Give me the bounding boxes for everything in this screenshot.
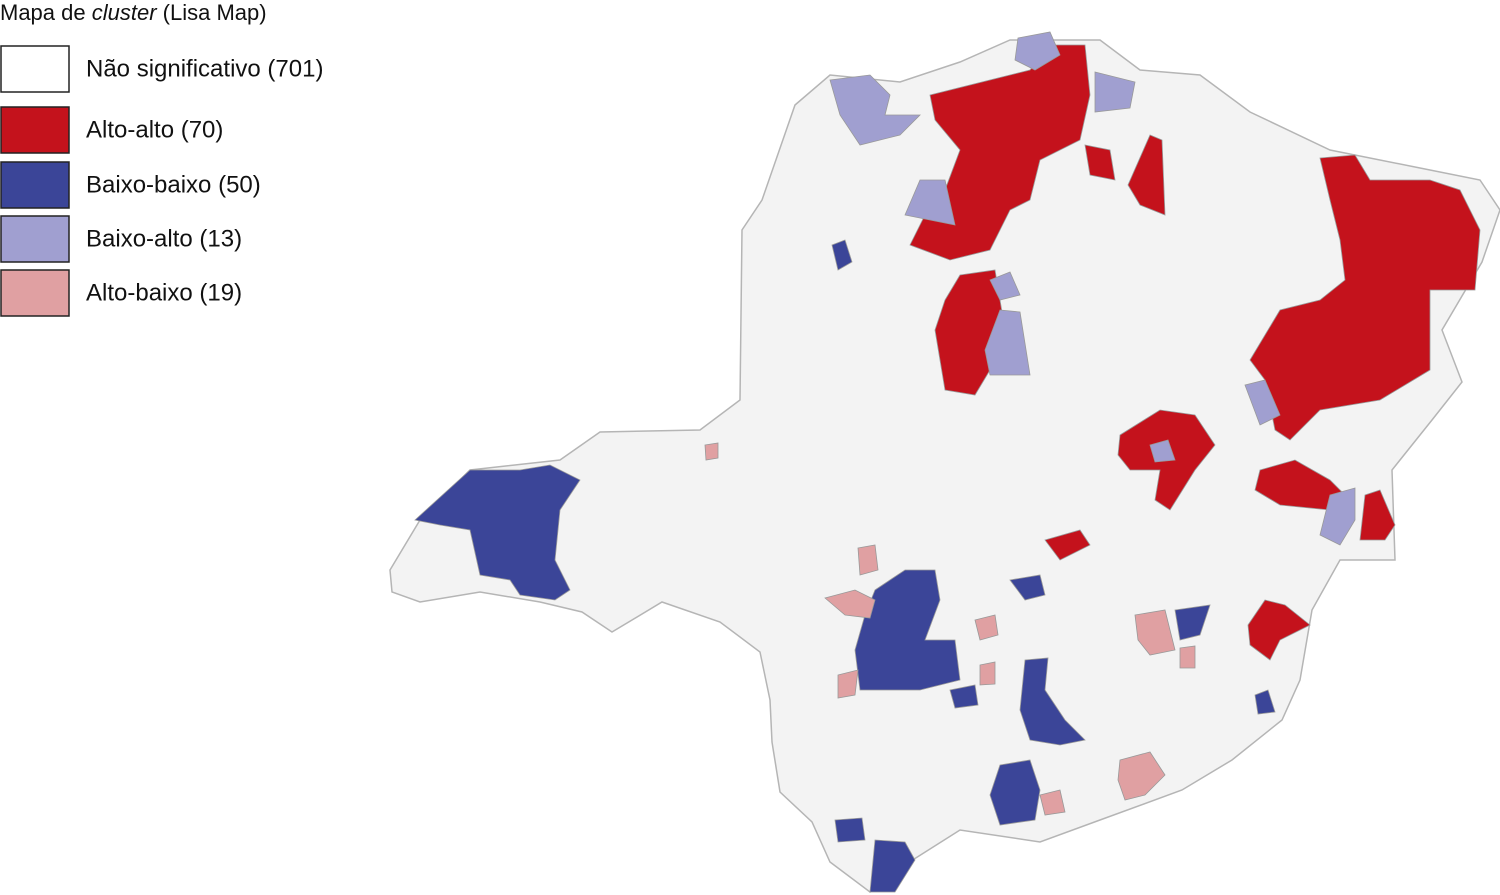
title: Mapa de cluster (Lisa Map) bbox=[0, 0, 267, 25]
region bbox=[831, 239, 853, 271]
region bbox=[414, 464, 581, 601]
title-prefix: Mapa de bbox=[0, 0, 92, 25]
region bbox=[824, 589, 876, 619]
region bbox=[857, 544, 879, 576]
legend: Não significativo (701) Alto-alto (70) Bai… bbox=[0, 45, 323, 317]
legend-label: Não significativo (701) bbox=[86, 55, 323, 82]
region bbox=[974, 614, 999, 641]
legend-swatch bbox=[0, 106, 70, 154]
region bbox=[1009, 574, 1046, 601]
legend-label: Alto-baixo (19) bbox=[86, 279, 242, 306]
region bbox=[989, 271, 1021, 301]
region bbox=[949, 684, 979, 709]
region bbox=[1094, 71, 1136, 113]
region bbox=[1179, 645, 1196, 669]
region bbox=[1117, 751, 1166, 801]
region bbox=[1127, 134, 1166, 216]
region bbox=[979, 661, 996, 686]
region bbox=[837, 669, 859, 699]
map bbox=[389, 31, 1500, 893]
region bbox=[989, 759, 1041, 826]
region bbox=[1014, 31, 1061, 71]
region bbox=[829, 74, 921, 146]
region bbox=[704, 442, 719, 461]
legend-swatch bbox=[0, 215, 70, 263]
region bbox=[1319, 487, 1356, 546]
region bbox=[1247, 599, 1311, 661]
state-outline bbox=[389, 39, 1500, 893]
region bbox=[869, 839, 916, 893]
title-italic: cluster bbox=[92, 0, 158, 25]
legend-swatch bbox=[0, 45, 70, 93]
legend-label: Alto-alto (70) bbox=[86, 116, 223, 143]
region bbox=[1359, 489, 1396, 541]
region bbox=[984, 309, 1031, 376]
region bbox=[1254, 689, 1276, 715]
legend-swatch bbox=[0, 161, 70, 209]
region bbox=[1244, 379, 1281, 426]
region bbox=[904, 179, 956, 226]
region bbox=[1039, 789, 1066, 816]
title-suffix: (Lisa Map) bbox=[157, 0, 267, 25]
region bbox=[1044, 529, 1091, 561]
region bbox=[1019, 657, 1086, 746]
legend-label: Baixo-alto (13) bbox=[86, 225, 242, 252]
region bbox=[1134, 609, 1176, 656]
legend-swatch bbox=[0, 269, 70, 317]
legend-label: Baixo-baixo (50) bbox=[86, 171, 261, 198]
region bbox=[854, 569, 961, 691]
region bbox=[1149, 439, 1176, 463]
region bbox=[1249, 154, 1481, 441]
region bbox=[1174, 604, 1211, 641]
region bbox=[1084, 144, 1116, 181]
region bbox=[834, 817, 866, 843]
